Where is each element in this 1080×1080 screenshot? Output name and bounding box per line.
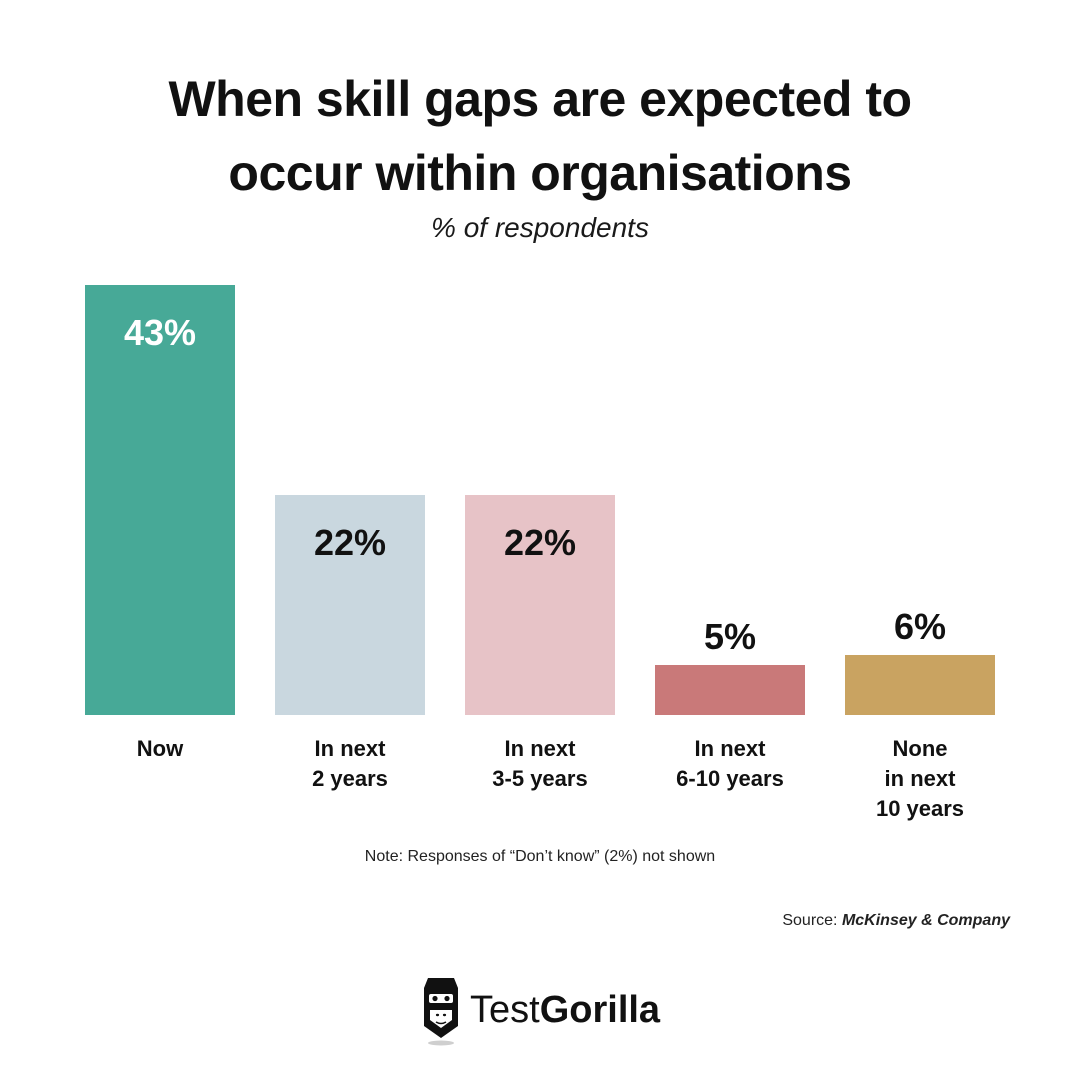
bar-value-label-4: 6% [894,606,946,647]
bar-1 [275,495,425,715]
bar-value-label-0: 43% [124,312,196,353]
bar-value-label-1: 22% [314,522,386,563]
chart-title-line-2: occur within organisations [228,145,852,201]
category-label-2: In next 3-5 years [492,736,587,791]
bar-0 [85,285,235,715]
bar-2 [465,495,615,715]
chart-title-line-1: When skill gaps are expected to [168,71,912,127]
gorilla-head-icon [424,978,458,1046]
bar-3 [655,665,805,715]
chart-note: Note: Responses of “Don’t know” (2%) not… [364,848,716,865]
source-company: McKinsey & Company [841,912,1010,929]
category-label-4: None in next 10 years [876,736,964,821]
bar-4 [845,655,995,715]
chart-subtitle: % of respondents [431,212,649,243]
category-label-3: In next 6-10 years [676,736,784,791]
brand-name-bold: Gorilla [539,989,661,1031]
brand-name-light: Test [470,989,540,1031]
brand-name: TestGorilla [470,990,660,1030]
chart-source: Source: McKinsey & Company [782,910,1010,932]
bar-value-label-2: 22% [504,522,576,563]
category-label-0: Now [137,736,184,761]
brand-logo: TestGorilla [422,972,660,1048]
bar-chart: 43% Now 22% In next 2 years 22% In next 3-5 yea… [85,285,995,821]
category-label-1: In next 2 years [312,736,388,791]
chart-title: When skill gaps are expected to occur wi… [40,62,1040,210]
source-prefix: Source: [782,912,842,929]
bar-value-label-3: 5% [704,616,756,657]
